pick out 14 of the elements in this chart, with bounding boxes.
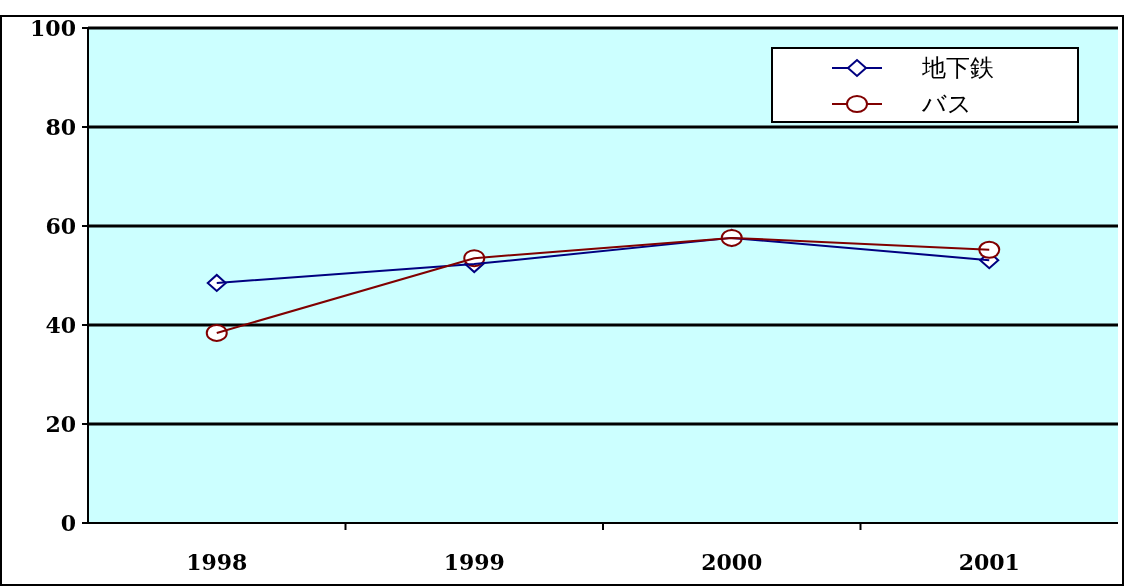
- y-tick-label: 20: [45, 411, 76, 437]
- y-tick-label: 60: [45, 213, 76, 239]
- x-tick-label: 1998: [186, 549, 248, 575]
- y-tick-label: 40: [45, 312, 76, 338]
- x-tick-label: 1999: [443, 549, 505, 575]
- y-tick-label: 100: [30, 15, 76, 41]
- legend-label: バス: [921, 90, 972, 118]
- y-tick-label: 80: [45, 114, 76, 140]
- legend-label: 地下鉄: [921, 54, 994, 82]
- y-tick-label: 0: [60, 510, 76, 536]
- x-tick-label: 2001: [958, 549, 1020, 575]
- point: [205, 323, 228, 342]
- point: [978, 240, 1001, 259]
- x-tick-label: 2000: [701, 549, 763, 575]
